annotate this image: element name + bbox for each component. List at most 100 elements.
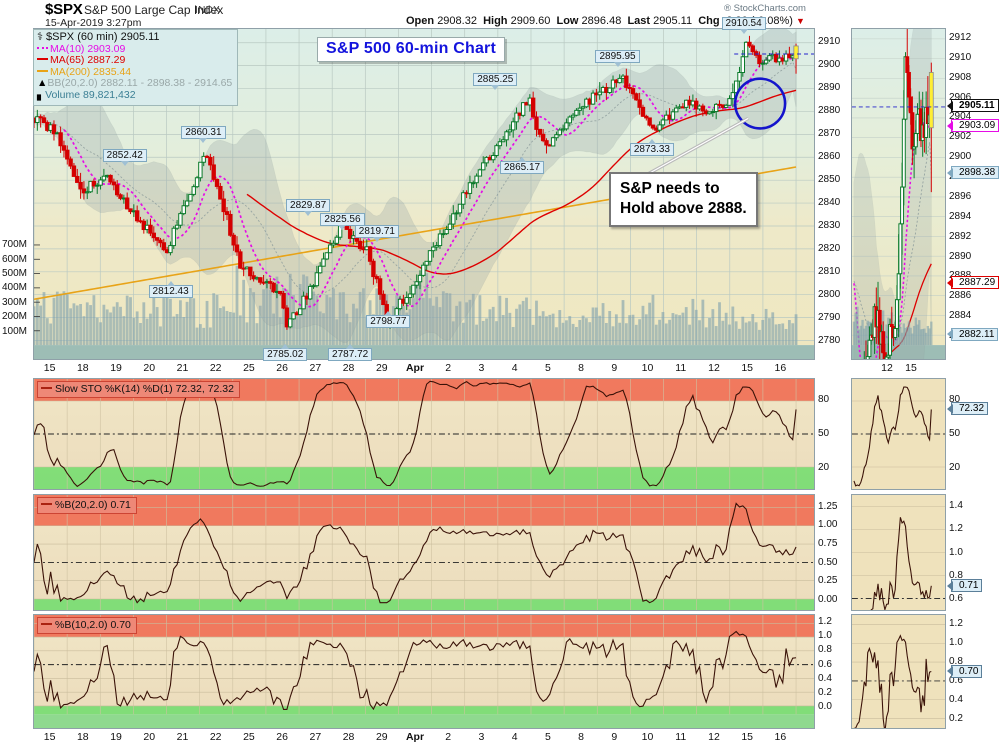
pctb10-legend: %B(10,2.0) 0.70: [37, 617, 137, 634]
high-label: High: [483, 15, 508, 27]
detail-pctb20-panel[interactable]: [851, 494, 946, 611]
main-date-tick: 26: [276, 362, 288, 374]
bottom-date-tick: 3: [478, 731, 485, 743]
detail-indicator-tick: 0.6: [949, 675, 963, 687]
price-callout-flag: 2819.71: [354, 224, 399, 242]
chart-title-text: S&P 500 60-min Chart: [326, 40, 496, 57]
price-axis-tick: 2860: [818, 151, 841, 163]
price-axis-tick: 2890: [818, 81, 841, 93]
bottom-date-tick: 28: [342, 731, 355, 743]
detail-indicator-tick: 1.0: [949, 546, 963, 558]
price-axis-tick: 2850: [818, 174, 841, 186]
chart-datetime: 15-Apr-2019 3:27pm: [45, 17, 142, 29]
detail-sto-flag: 72.32: [946, 402, 989, 415]
ma65-swatch-icon: [37, 58, 48, 61]
main-date-tick: 25: [243, 362, 255, 374]
slow-sto-legend: Slow STO %K(14) %D(1) 72.32, 72.32: [37, 381, 240, 398]
main-date-tick: 2: [445, 362, 452, 374]
detail-sto-plot: [852, 379, 945, 489]
detail-price-axis-tick: 2884: [949, 310, 972, 322]
bottom-date-tick: 19: [110, 731, 122, 743]
sto-legend-text: Slow STO %K(14) %D(1) 72.32, 72.32: [55, 383, 234, 395]
main-date-tick: 15: [43, 362, 56, 374]
annotation-line-1: S&P needs to: [620, 180, 720, 197]
volume-axis-tick: 100M: [2, 325, 28, 337]
detail-indicator-tick: 80: [949, 394, 961, 406]
detail-indicator-tick: 20: [949, 461, 961, 473]
symbol-name: S&P 500 Large Cap Index: [84, 3, 224, 17]
legend-ma10: MA(10) 2903.09: [50, 42, 126, 55]
indicator-axis-tick: 0.6: [818, 658, 832, 670]
detail-price-axis-tick: 2894: [949, 210, 972, 222]
price-chart-legend: ⚕ $SPX (60 min) 2905.11 MA(10) 2903.09 M…: [33, 29, 239, 106]
bottom-date-tick: 22: [209, 731, 222, 743]
bottom-date-tick: 5: [544, 731, 551, 743]
indicator-axis-tick: 0.4: [818, 672, 832, 684]
bottom-date-tick: 10: [641, 731, 654, 743]
price-axis-tick: 2900: [818, 58, 841, 70]
price-callout-flag: 2895.95: [595, 49, 640, 67]
detail-price-axis-tick: 2902: [949, 131, 972, 143]
main-date-tick: 21: [176, 362, 189, 374]
bottom-date-tick: 29: [375, 731, 388, 743]
detail-value-flag-ma10: 2903.09: [946, 119, 1000, 133]
volume-bars-icon: ▖: [37, 88, 46, 101]
bottom-date-tick: 18: [76, 731, 89, 743]
indicator-axis-tick: 0.25: [818, 575, 838, 587]
annotation-callout: S&P needs to Hold above 2888.: [609, 172, 758, 227]
indicator-axis-tick: 1.25: [818, 500, 838, 512]
bottom-date-tick: 20: [143, 731, 156, 743]
symbol-exchange: INDX: [195, 5, 221, 16]
detail-pctb10-flag: 0.70: [946, 664, 983, 678]
open-value: 2908.32: [437, 15, 477, 27]
pctb10-legend-text: %B(10,2.0) 0.70: [55, 619, 131, 631]
detail-price-panel[interactable]: [851, 28, 946, 360]
indicator-axis-tick: 1.0: [818, 630, 832, 642]
low-label: Low: [556, 15, 579, 27]
percent-b-20-panel[interactable]: [33, 494, 815, 611]
detail-value-flag-bb: 2898.38: [946, 166, 1000, 180]
open-label: Open: [406, 15, 435, 27]
legend-ma65: MA(65) 2887.29: [50, 54, 126, 67]
stockcharts-watermark: ® StockCharts.com: [724, 3, 806, 14]
detail-price-axis-tick: 2904: [949, 111, 972, 123]
detail-price-axis-tick: 2896: [949, 190, 972, 202]
detail-pctb20-plot: [852, 495, 945, 610]
slow-sto-plot: [34, 379, 814, 489]
main-date-tick: 8: [578, 362, 584, 374]
detail-indicator-tick: 0.2: [949, 713, 963, 725]
detail-price-axis-tick: 2890: [949, 250, 972, 262]
bottom-date-tick: 26: [276, 731, 288, 743]
change-down-arrow: ▼: [796, 16, 805, 26]
slow-stochastic-panel[interactable]: [33, 378, 815, 490]
bottom-date-tick: 27: [309, 731, 322, 743]
bottom-date-tick: 2: [445, 731, 452, 743]
indicator-axis-tick: 80: [818, 394, 830, 406]
price-axis-tick: 2780: [818, 335, 841, 347]
detail-sto-panel[interactable]: [851, 378, 946, 490]
ma200-swatch-icon: [37, 69, 48, 72]
percent-b-10-panel[interactable]: [33, 614, 815, 729]
detail-pctb10-panel[interactable]: [851, 614, 946, 729]
pctb10-swatch-icon: [41, 623, 52, 625]
price-axis-tick: 2880: [818, 104, 841, 116]
main-date-tick: 10: [641, 362, 654, 374]
detail-indicator-tick: 0.6: [949, 593, 963, 605]
detail-pctb20-flag: 0.71: [946, 579, 983, 593]
price-axis-tick: 2810: [818, 266, 841, 278]
indicator-axis-tick: 0.75: [818, 537, 838, 549]
detail-indicator-tick: 1.2: [949, 617, 963, 629]
ma10-swatch-icon: [37, 46, 48, 49]
bottom-date-tick: Apr: [405, 731, 425, 743]
bottom-date-tick: 25: [243, 731, 255, 743]
bottom-date-tick: 8: [578, 731, 584, 743]
legend-bollinger: BB(20,2.0) 2882.11 - 2898.38 - 2914.65: [47, 77, 233, 90]
sto-swatch-icon: [41, 387, 52, 389]
bottom-date-tick: 12: [708, 731, 720, 743]
indicator-axis-tick: 0.00: [818, 593, 838, 605]
pctb20-legend: %B(20,2.0) 0.71: [37, 497, 137, 514]
main-date-tick: 15: [741, 362, 754, 374]
main-date-tick: 5: [544, 362, 551, 374]
price-callout-flag: 2825.56: [320, 213, 365, 231]
